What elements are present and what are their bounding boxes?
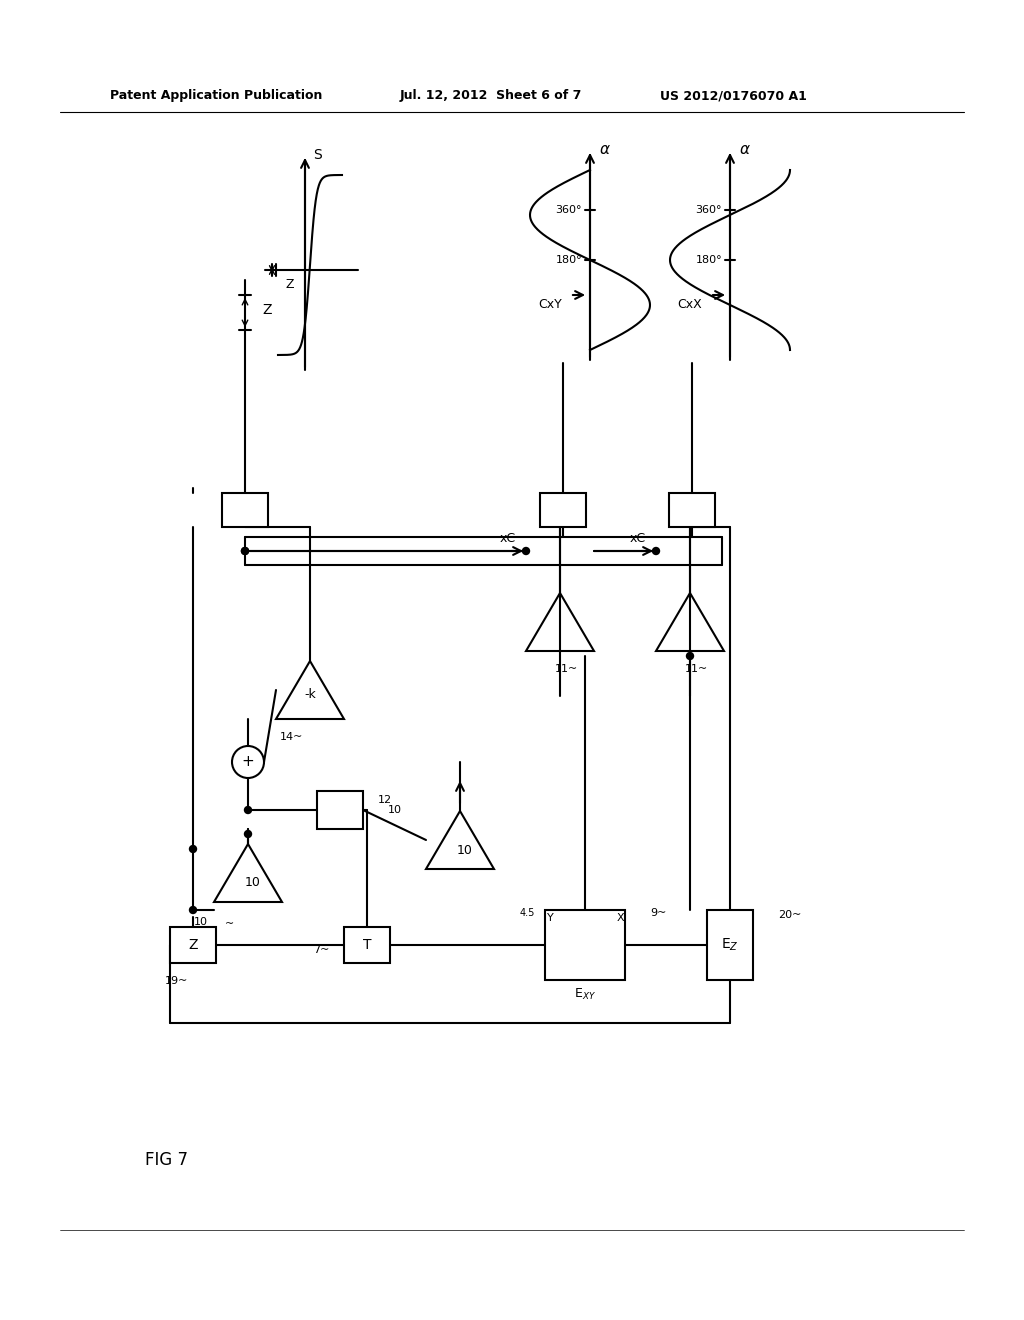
Text: 12: 12 bbox=[378, 795, 392, 805]
Text: 180°: 180° bbox=[695, 255, 722, 265]
Text: 10: 10 bbox=[194, 917, 208, 927]
Bar bbox=[317, 791, 362, 829]
Text: E$_Z$: E$_Z$ bbox=[721, 937, 739, 953]
Text: 20~: 20~ bbox=[778, 909, 802, 920]
Circle shape bbox=[245, 807, 252, 813]
Circle shape bbox=[522, 548, 529, 554]
Text: Z: Z bbox=[188, 939, 198, 952]
Text: FIG 7: FIG 7 bbox=[145, 1151, 188, 1170]
Bar bbox=[669, 492, 715, 527]
Text: CxY: CxY bbox=[539, 298, 562, 312]
Text: S: S bbox=[312, 148, 322, 162]
Circle shape bbox=[242, 548, 249, 554]
Text: ~: ~ bbox=[225, 919, 234, 929]
Text: 4.5: 4.5 bbox=[519, 908, 535, 917]
Text: Patent Application Publication: Patent Application Publication bbox=[110, 90, 323, 103]
Text: 19~: 19~ bbox=[165, 975, 188, 986]
Circle shape bbox=[242, 548, 249, 554]
Text: -k: -k bbox=[304, 689, 315, 701]
Text: 11~: 11~ bbox=[685, 664, 709, 675]
Circle shape bbox=[245, 830, 252, 837]
Text: xC: xC bbox=[630, 532, 646, 545]
Bar bbox=[170, 927, 216, 964]
Text: T: T bbox=[362, 939, 372, 952]
Text: X: X bbox=[616, 913, 624, 923]
Text: Z: Z bbox=[262, 304, 271, 317]
Text: 11~: 11~ bbox=[555, 664, 579, 675]
Bar bbox=[545, 909, 625, 979]
Circle shape bbox=[189, 846, 197, 853]
Text: xC: xC bbox=[500, 532, 516, 545]
Text: 10: 10 bbox=[245, 876, 261, 890]
Bar bbox=[540, 492, 586, 527]
Text: Jul. 12, 2012  Sheet 6 of 7: Jul. 12, 2012 Sheet 6 of 7 bbox=[400, 90, 583, 103]
Text: 9~: 9~ bbox=[650, 908, 667, 917]
Text: Y: Y bbox=[547, 913, 553, 923]
Bar bbox=[344, 927, 390, 964]
Text: 360°: 360° bbox=[555, 205, 582, 215]
Text: 7~: 7~ bbox=[312, 945, 329, 954]
Text: E$_{XY}$: E$_{XY}$ bbox=[574, 986, 596, 1002]
Text: US 2012/0176070 A1: US 2012/0176070 A1 bbox=[660, 90, 807, 103]
Text: 360°: 360° bbox=[695, 205, 722, 215]
Text: α: α bbox=[600, 143, 610, 157]
Text: 180°: 180° bbox=[555, 255, 582, 265]
Text: Z: Z bbox=[286, 279, 294, 292]
Text: 14~: 14~ bbox=[280, 733, 303, 742]
Bar bbox=[222, 492, 268, 527]
Circle shape bbox=[189, 907, 197, 913]
Text: 10: 10 bbox=[388, 805, 402, 814]
Text: α: α bbox=[740, 143, 750, 157]
Text: +: + bbox=[242, 755, 254, 770]
Bar bbox=[707, 909, 753, 979]
Text: CxX: CxX bbox=[678, 298, 702, 312]
Circle shape bbox=[652, 548, 659, 554]
Circle shape bbox=[686, 652, 693, 660]
Text: 10: 10 bbox=[457, 843, 473, 857]
